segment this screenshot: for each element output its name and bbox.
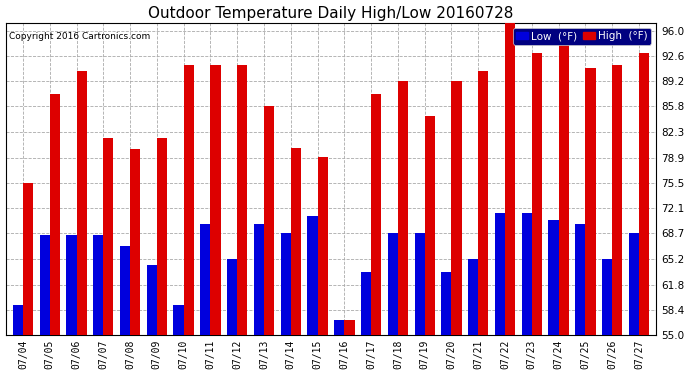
Bar — [361, 272, 371, 335]
Legend: Low  (°F), High  (°F): Low (°F), High (°F) — [513, 28, 651, 45]
Bar — [184, 65, 194, 335]
Bar — [424, 116, 435, 335]
Bar — [317, 157, 328, 335]
Bar — [505, 23, 515, 335]
Bar — [307, 216, 317, 335]
Bar — [398, 81, 408, 335]
Bar — [77, 71, 87, 335]
Bar — [147, 265, 157, 335]
Bar — [639, 53, 649, 335]
Bar — [468, 260, 478, 335]
Bar — [237, 65, 248, 335]
Bar — [227, 260, 237, 335]
Bar — [254, 224, 264, 335]
Bar — [612, 65, 622, 335]
Bar — [120, 246, 130, 335]
Bar — [23, 183, 33, 335]
Bar — [371, 94, 382, 335]
Bar — [200, 224, 210, 335]
Bar — [210, 65, 221, 335]
Bar — [559, 30, 569, 335]
Bar — [157, 138, 167, 335]
Text: Copyright 2016 Cartronics.com: Copyright 2016 Cartronics.com — [9, 33, 150, 42]
Bar — [575, 224, 585, 335]
Bar — [93, 235, 104, 335]
Bar — [495, 213, 505, 335]
Bar — [173, 306, 184, 335]
Bar — [39, 235, 50, 335]
Bar — [66, 235, 77, 335]
Bar — [334, 320, 344, 335]
Bar — [549, 220, 559, 335]
Bar — [585, 68, 595, 335]
Bar — [130, 149, 140, 335]
Bar — [344, 320, 355, 335]
Title: Outdoor Temperature Daily High/Low 20160728: Outdoor Temperature Daily High/Low 20160… — [148, 6, 513, 21]
Bar — [532, 53, 542, 335]
Bar — [50, 94, 60, 335]
Bar — [104, 138, 113, 335]
Bar — [602, 260, 612, 335]
Bar — [442, 272, 451, 335]
Bar — [264, 106, 274, 335]
Bar — [629, 233, 639, 335]
Bar — [290, 148, 301, 335]
Bar — [281, 233, 290, 335]
Bar — [13, 306, 23, 335]
Bar — [451, 81, 462, 335]
Bar — [478, 71, 489, 335]
Bar — [388, 233, 398, 335]
Bar — [522, 213, 532, 335]
Bar — [415, 233, 424, 335]
